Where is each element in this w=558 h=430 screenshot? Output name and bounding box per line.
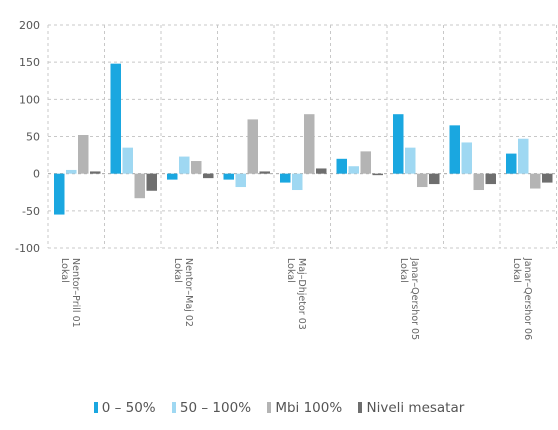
legend-label-0: 0 – 50% <box>101 400 156 416</box>
bar-series-0-cat-5 <box>336 158 347 174</box>
legend-swatch-1 <box>171 402 176 413</box>
bar-series-2-cat-2 <box>191 161 202 174</box>
bar-series-3-cat-0 <box>90 171 101 174</box>
bar-series-3-cat-3 <box>259 171 270 174</box>
x-tick-label-2: Lokal Nentor–Maj 02 <box>172 258 194 327</box>
bar-series-2-cat-1 <box>134 173 145 199</box>
x-tick-label-line: Lokal <box>398 258 409 283</box>
x-tick-label-line: Janar–Qershor 06 <box>522 257 533 340</box>
bar-series-2-cat-6 <box>417 173 428 188</box>
y-tick-label: -100 <box>15 242 40 255</box>
y-tick-label: 100 <box>19 93 40 106</box>
bar-series-0-cat-4 <box>280 173 291 183</box>
bar-series-3-cat-1 <box>146 173 157 191</box>
legend-swatch-2 <box>267 402 272 413</box>
x-tick-label-line: Lokal <box>172 258 183 283</box>
bar-series-1-cat-3 <box>235 173 246 188</box>
legend-swatch-3 <box>358 402 363 413</box>
y-tick-label: 50 <box>26 131 40 144</box>
x-tick-label-line: Maj–Dhjetor 03 <box>296 258 307 330</box>
x-tick-label-line: Lokal <box>511 258 522 283</box>
x-tick-label-line: Lokal <box>285 258 296 283</box>
bar-series-0-cat-7 <box>449 125 460 174</box>
bar-series-3-cat-2 <box>203 173 214 179</box>
y-tick-label: 150 <box>19 56 40 69</box>
y-tick-label: 0 <box>33 168 40 181</box>
legend-label-1: 50 – 100% <box>179 400 252 416</box>
x-tick-label-line: Nentor–Maj 02 <box>183 258 194 327</box>
bar-series-2-cat-4 <box>304 114 315 174</box>
bar-series-1-cat-7 <box>461 142 472 174</box>
y-tick-label: 200 <box>19 19 40 32</box>
legend-item-0: 0 – 50% <box>93 400 156 416</box>
x-tick-label-6: Lokal Janar–Qershor 05 <box>398 257 420 340</box>
y-tick-label: -50 <box>22 205 40 218</box>
legend: 0 – 50% 50 – 100% Mbi 100% Niveli mesata… <box>0 400 558 416</box>
x-tick-label-line: Janar–Qershor 05 <box>409 257 420 340</box>
bar-series-2-cat-8 <box>530 173 541 189</box>
legend-item-3: Niveli mesatar <box>358 400 464 416</box>
bar-series-0-cat-3 <box>223 173 234 180</box>
bar-series-1-cat-0 <box>66 169 77 174</box>
bar-series-1-cat-4 <box>292 173 303 191</box>
bar-series-2-cat-3 <box>247 119 258 174</box>
legend-item-1: 50 – 100% <box>171 400 252 416</box>
bar-series-3-cat-5 <box>372 173 383 176</box>
x-tick-label-4: Lokal Maj–Dhjetor 03 <box>285 258 307 330</box>
bar-series-0-cat-2 <box>167 173 178 180</box>
bar-series-1-cat-8 <box>518 138 529 174</box>
x-tick-label-0: Lokal Nentor–Prill 01 <box>59 258 81 328</box>
bar-series-0-cat-8 <box>506 153 517 174</box>
bar-series-1-cat-1 <box>122 147 133 174</box>
bar-series-3-cat-7 <box>485 173 496 185</box>
x-tick-label-line: Lokal <box>59 258 70 283</box>
bar-series-3-cat-4 <box>316 168 327 174</box>
bar-series-0-cat-6 <box>393 114 404 174</box>
bar-series-1-cat-6 <box>405 147 416 174</box>
legend-label-2: Mbi 100% <box>275 400 343 416</box>
bar-series-3-cat-8 <box>542 173 553 183</box>
bar-series-0-cat-0 <box>54 173 65 215</box>
x-tick-label-8: Lokal Janar–Qershor 06 <box>511 257 533 340</box>
y-axis: 200 150 100 50 0 -50 -100 <box>15 19 40 255</box>
bar-series-3-cat-6 <box>429 173 440 185</box>
bar-series-2-cat-5 <box>360 151 371 174</box>
legend-label-3: Niveli mesatar <box>366 400 465 416</box>
legend-item-2: Mbi 100% <box>267 400 342 416</box>
bar-series-2-cat-7 <box>473 173 484 191</box>
bar-series-0-cat-1 <box>110 63 121 174</box>
legend-swatch-0 <box>93 402 98 413</box>
x-axis: Lokal Nentor–Prill 01 Lokal Nentor–Maj 02 Lo… <box>59 257 533 340</box>
bars <box>54 63 553 215</box>
bar-series-1-cat-2 <box>179 156 190 174</box>
bar-series-1-cat-5 <box>348 166 359 174</box>
x-tick-label-line: Nentor–Prill 01 <box>70 258 81 328</box>
bar-series-2-cat-0 <box>78 135 89 174</box>
grid-lines <box>47 24 558 249</box>
